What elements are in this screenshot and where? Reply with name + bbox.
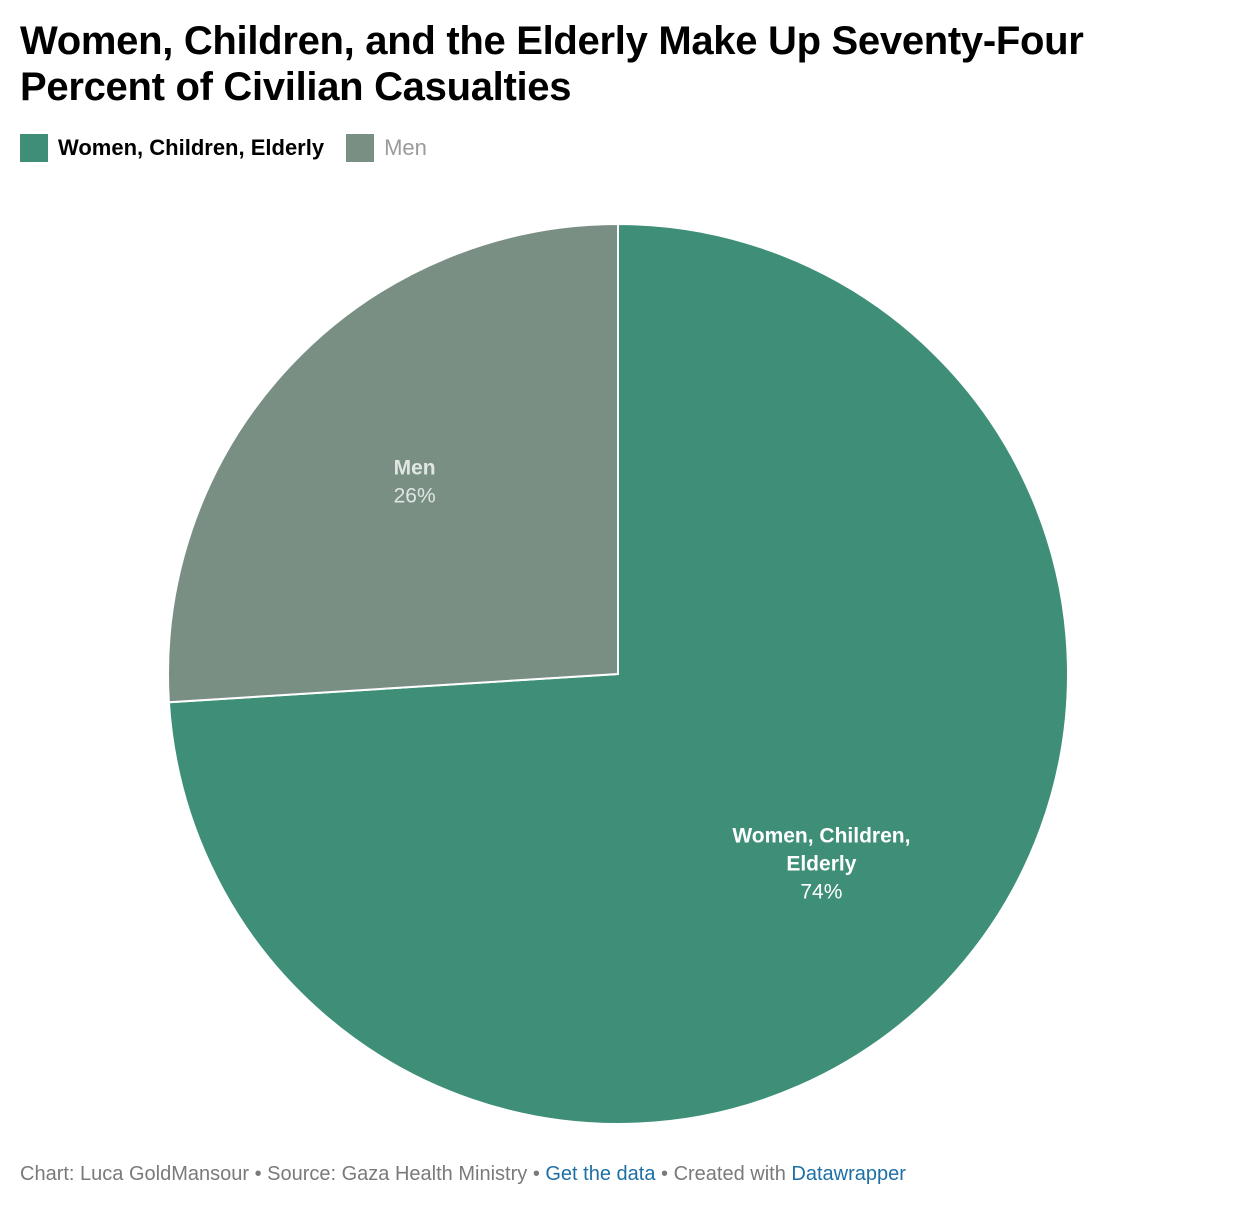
legend-label-men: Men [384, 135, 427, 160]
slice-label-0: Women, Children, Elderly 74% [732, 825, 910, 904]
chart-title: Women, Children, and the Elderly Make Up… [20, 19, 1084, 109]
get-the-data-link[interactable]: Get the data [545, 1163, 656, 1185]
legend-label-women-children-elderly: Women, Children, Elderly [58, 135, 325, 160]
datawrapper-link[interactable]: Datawrapper [791, 1163, 906, 1185]
pie-slice-men[interactable] [167, 222, 619, 704]
slice-name-label: Elderly [786, 853, 856, 876]
created-with-text: Created with [673, 1163, 786, 1185]
footer-separator: • [661, 1163, 674, 1185]
legend-swatch-men [346, 134, 375, 162]
chart-credit: Chart: Luca GoldMansour [20, 1163, 250, 1185]
slice-label-1: Men 26% [394, 457, 436, 508]
slice-value-label: 74% [800, 881, 842, 904]
slice-value-label: 26% [394, 485, 436, 508]
legend: Women, Children, Elderly Men [20, 134, 449, 162]
footer-separator: • [254, 1163, 268, 1185]
footer-separator: • [532, 1163, 546, 1185]
footer: Chart: Luca GoldMansour • Source: Gaza H… [20, 1163, 906, 1186]
slice-name-label: Women, Children, [732, 825, 910, 848]
legend-swatch-women-children-elderly [20, 134, 48, 162]
slice-name-label: Men [394, 457, 436, 480]
legend-item-men[interactable]: Men [346, 134, 427, 162]
legend-item-women-children-elderly[interactable]: Women, Children, Elderly [20, 134, 324, 162]
source-credit: Source: Gaza Health Ministry [267, 1163, 528, 1185]
